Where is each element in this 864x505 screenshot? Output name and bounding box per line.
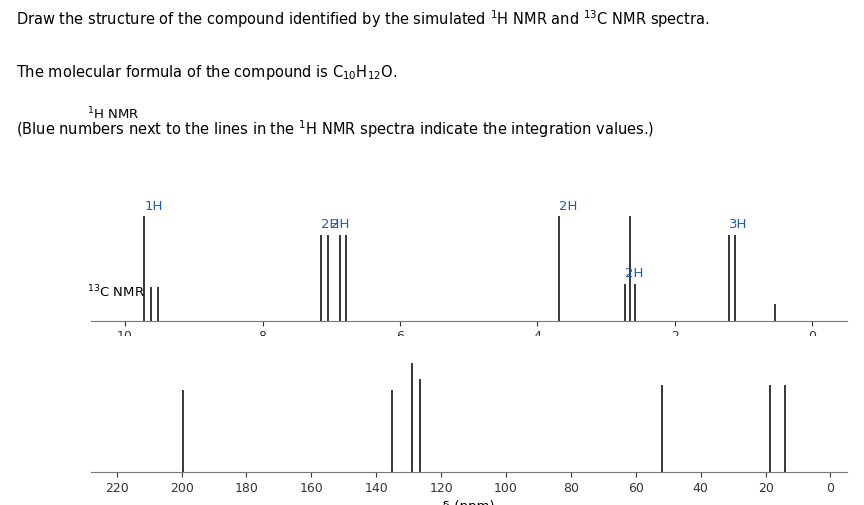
Text: 3H: 3H <box>728 218 746 231</box>
Text: 2H: 2H <box>321 218 340 231</box>
Text: 2H: 2H <box>331 218 350 231</box>
Text: $^{13}$C NMR: $^{13}$C NMR <box>87 284 145 300</box>
X-axis label: δ (ppm): δ (ppm) <box>442 349 495 362</box>
Text: 2H: 2H <box>626 268 644 280</box>
Text: Draw the structure of the compound identified by the simulated $^{1}$H NMR and $: Draw the structure of the compound ident… <box>16 8 709 30</box>
X-axis label: δ (ppm): δ (ppm) <box>442 500 495 505</box>
Text: 1H: 1H <box>144 199 162 213</box>
Text: $^{1}$H NMR: $^{1}$H NMR <box>87 106 140 122</box>
Text: The molecular formula of the compound is C$_{10}$H$_{12}$O.: The molecular formula of the compound is… <box>16 63 397 82</box>
Text: (Blue numbers next to the lines in the $^{1}$H NMR spectra indicate the integrat: (Blue numbers next to the lines in the $… <box>16 118 654 140</box>
Text: 2H: 2H <box>559 199 578 213</box>
